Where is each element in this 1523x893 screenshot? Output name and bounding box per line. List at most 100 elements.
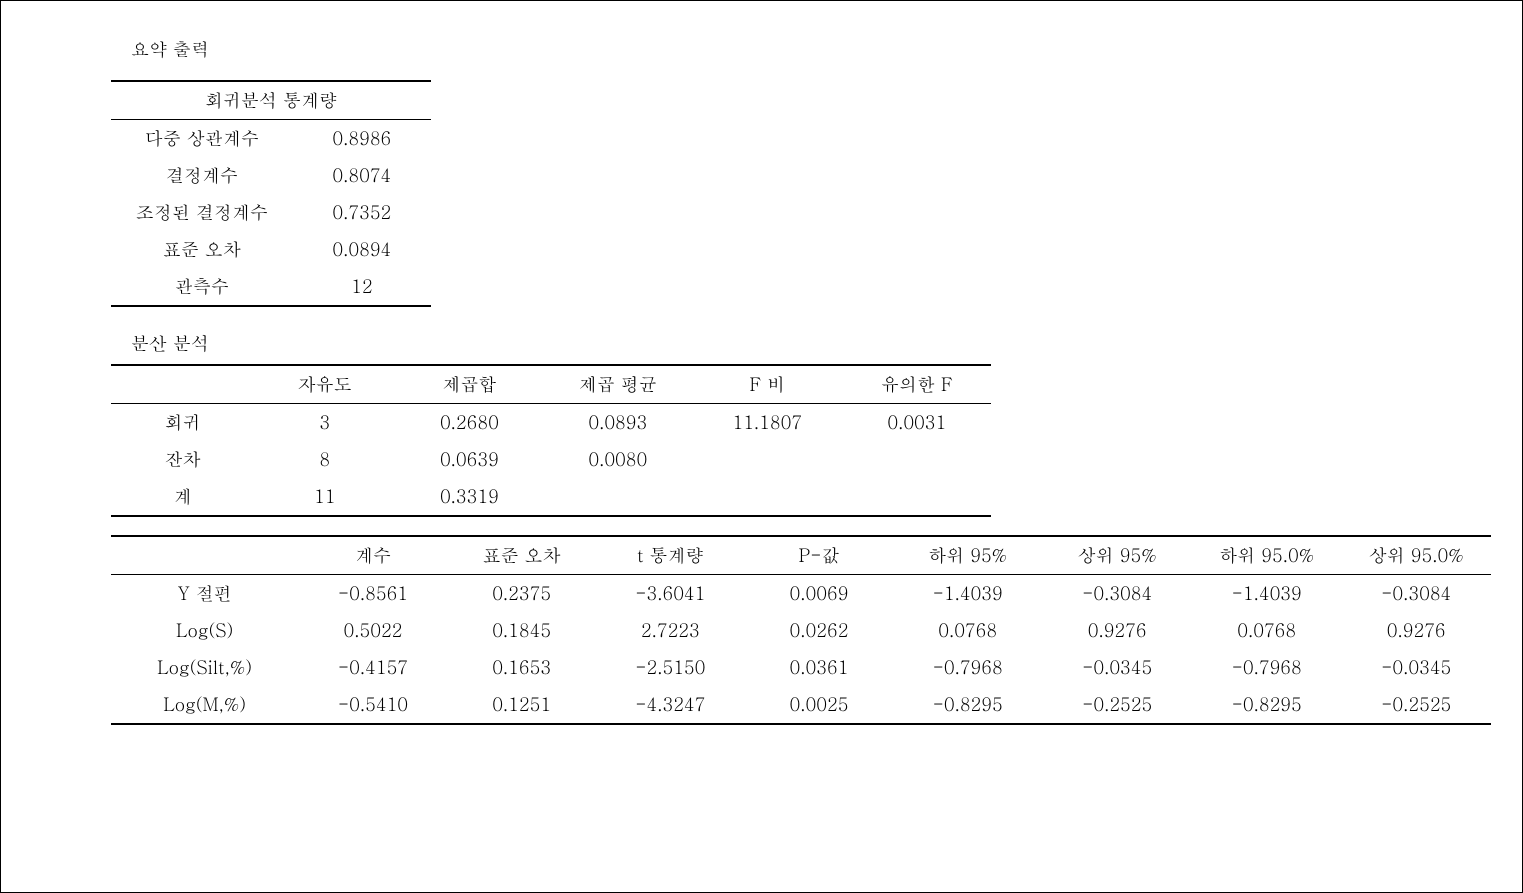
row-label: Log(S) xyxy=(111,612,298,649)
cell: -4.3247 xyxy=(596,686,746,724)
page: 요약 출력 회귀분석 통계량 다중 상관계수 0.8986 결정계수 0.807… xyxy=(0,0,1523,893)
cell: 0.2680 xyxy=(395,404,543,442)
cell: -1.4039 xyxy=(1192,575,1342,613)
table-row: 결정계수 0.8074 xyxy=(111,157,431,194)
col-header: 자유도 xyxy=(254,365,395,404)
anova-table: 자유도 제곱합 제곱 평균 F 비 유의한 F 회귀 3 0.2680 0.08… xyxy=(111,364,991,517)
cell: 0.0893 xyxy=(544,404,692,442)
cell: -0.7968 xyxy=(1192,649,1342,686)
col-header xyxy=(111,365,254,404)
table-row: 계 11 0.3319 xyxy=(111,478,991,516)
col-header xyxy=(111,536,298,575)
cell: 0.1845 xyxy=(448,612,596,649)
stat-label: 관측수 xyxy=(111,268,293,306)
cell: 0.0025 xyxy=(745,686,893,724)
col-header: 계수 xyxy=(298,536,448,575)
cell: -0.3084 xyxy=(1042,575,1192,613)
cell: -0.2525 xyxy=(1042,686,1192,724)
cell xyxy=(843,478,991,516)
table-row: 표준 오차 0.0894 xyxy=(111,231,431,268)
col-header: 유의한 F xyxy=(843,365,991,404)
cell: 0.0361 xyxy=(745,649,893,686)
table-row: 조정된 결정계수 0.7352 xyxy=(111,194,431,231)
cell xyxy=(843,441,991,478)
col-header: 하위 95% xyxy=(893,536,1043,575)
cell: 0.2375 xyxy=(448,575,596,613)
table-header-row: 자유도 제곱합 제곱 평균 F 비 유의한 F xyxy=(111,365,991,404)
coefficients-table: 계수 표준 오차 t 통계량 P-값 하위 95% 상위 95% 하위 95.0… xyxy=(111,535,1491,725)
cell: 3 xyxy=(254,404,395,442)
table-row: Log(Silt,%) -0.4157 0.1653 -2.5150 0.036… xyxy=(111,649,1491,686)
col-header: 하위 95.0% xyxy=(1192,536,1342,575)
row-label: 잔차 xyxy=(111,441,254,478)
summary-output-title: 요약 출력 xyxy=(131,37,1472,62)
cell: 0.5022 xyxy=(298,612,448,649)
row-label: 회귀 xyxy=(111,404,254,442)
cell: 0.0639 xyxy=(395,441,543,478)
row-label: Log(Silt,%) xyxy=(111,649,298,686)
stat-value: 12 xyxy=(293,268,431,306)
stat-value: 0.8986 xyxy=(293,120,431,158)
cell: -0.0345 xyxy=(1341,649,1491,686)
col-header: P-값 xyxy=(745,536,893,575)
cell: -0.2525 xyxy=(1341,686,1491,724)
table-header-row: 계수 표준 오차 t 통계량 P-값 하위 95% 상위 95% 하위 95.0… xyxy=(111,536,1491,575)
cell: 8 xyxy=(254,441,395,478)
cell: 11.1807 xyxy=(692,404,843,442)
col-header: 제곱합 xyxy=(395,365,543,404)
cell: 0.9276 xyxy=(1341,612,1491,649)
cell: 0.3319 xyxy=(395,478,543,516)
col-header: t 통계량 xyxy=(596,536,746,575)
cell: -0.0345 xyxy=(1042,649,1192,686)
cell: -0.8561 xyxy=(298,575,448,613)
cell: 0.0262 xyxy=(745,612,893,649)
cell: -0.8295 xyxy=(893,686,1043,724)
table-row: 다중 상관계수 0.8986 xyxy=(111,120,431,158)
cell: -0.7968 xyxy=(893,649,1043,686)
cell: 0.0069 xyxy=(745,575,893,613)
cell: -0.8295 xyxy=(1192,686,1342,724)
stat-value: 0.7352 xyxy=(293,194,431,231)
table-row: 잔차 8 0.0639 0.0080 xyxy=(111,441,991,478)
regression-stats-table: 회귀분석 통계량 다중 상관계수 0.8986 결정계수 0.8074 조정된 … xyxy=(111,80,431,307)
cell: 2.7223 xyxy=(596,612,746,649)
cell: 0.0080 xyxy=(544,441,692,478)
row-label: Log(M,%) xyxy=(111,686,298,724)
row-label: 계 xyxy=(111,478,254,516)
cell xyxy=(544,478,692,516)
cell: 0.0768 xyxy=(1192,612,1342,649)
stat-label: 다중 상관계수 xyxy=(111,120,293,158)
cell: 0.0031 xyxy=(843,404,991,442)
cell: -0.5410 xyxy=(298,686,448,724)
cell: 0.1251 xyxy=(448,686,596,724)
table-row: 회귀 3 0.2680 0.0893 11.1807 0.0031 xyxy=(111,404,991,442)
regression-stats-header: 회귀분석 통계량 xyxy=(111,81,431,120)
col-header: 표준 오차 xyxy=(448,536,596,575)
stat-value: 0.0894 xyxy=(293,231,431,268)
cell: -2.5150 xyxy=(596,649,746,686)
cell: -1.4039 xyxy=(893,575,1043,613)
col-header: F 비 xyxy=(692,365,843,404)
cell: 11 xyxy=(254,478,395,516)
cell: -0.4157 xyxy=(298,649,448,686)
table-row: Log(S) 0.5022 0.1845 2.7223 0.0262 0.076… xyxy=(111,612,1491,649)
col-header: 제곱 평균 xyxy=(544,365,692,404)
table-row: Y 절편 -0.8561 0.2375 -3.6041 0.0069 -1.40… xyxy=(111,575,1491,613)
col-header: 상위 95% xyxy=(1042,536,1192,575)
stat-label: 조정된 결정계수 xyxy=(111,194,293,231)
cell xyxy=(692,478,843,516)
col-header: 상위 95.0% xyxy=(1341,536,1491,575)
cell: -3.6041 xyxy=(596,575,746,613)
cell: -0.3084 xyxy=(1341,575,1491,613)
anova-section-label: 분산 분석 xyxy=(131,331,1472,356)
stat-label: 표준 오차 xyxy=(111,231,293,268)
table-row: 관측수 12 xyxy=(111,268,431,306)
cell: 0.0768 xyxy=(893,612,1043,649)
cell: 0.1653 xyxy=(448,649,596,686)
row-label: Y 절편 xyxy=(111,575,298,613)
cell xyxy=(692,441,843,478)
stat-label: 결정계수 xyxy=(111,157,293,194)
cell: 0.9276 xyxy=(1042,612,1192,649)
stat-value: 0.8074 xyxy=(293,157,431,194)
table-row: Log(M,%) -0.5410 0.1251 -4.3247 0.0025 -… xyxy=(111,686,1491,724)
